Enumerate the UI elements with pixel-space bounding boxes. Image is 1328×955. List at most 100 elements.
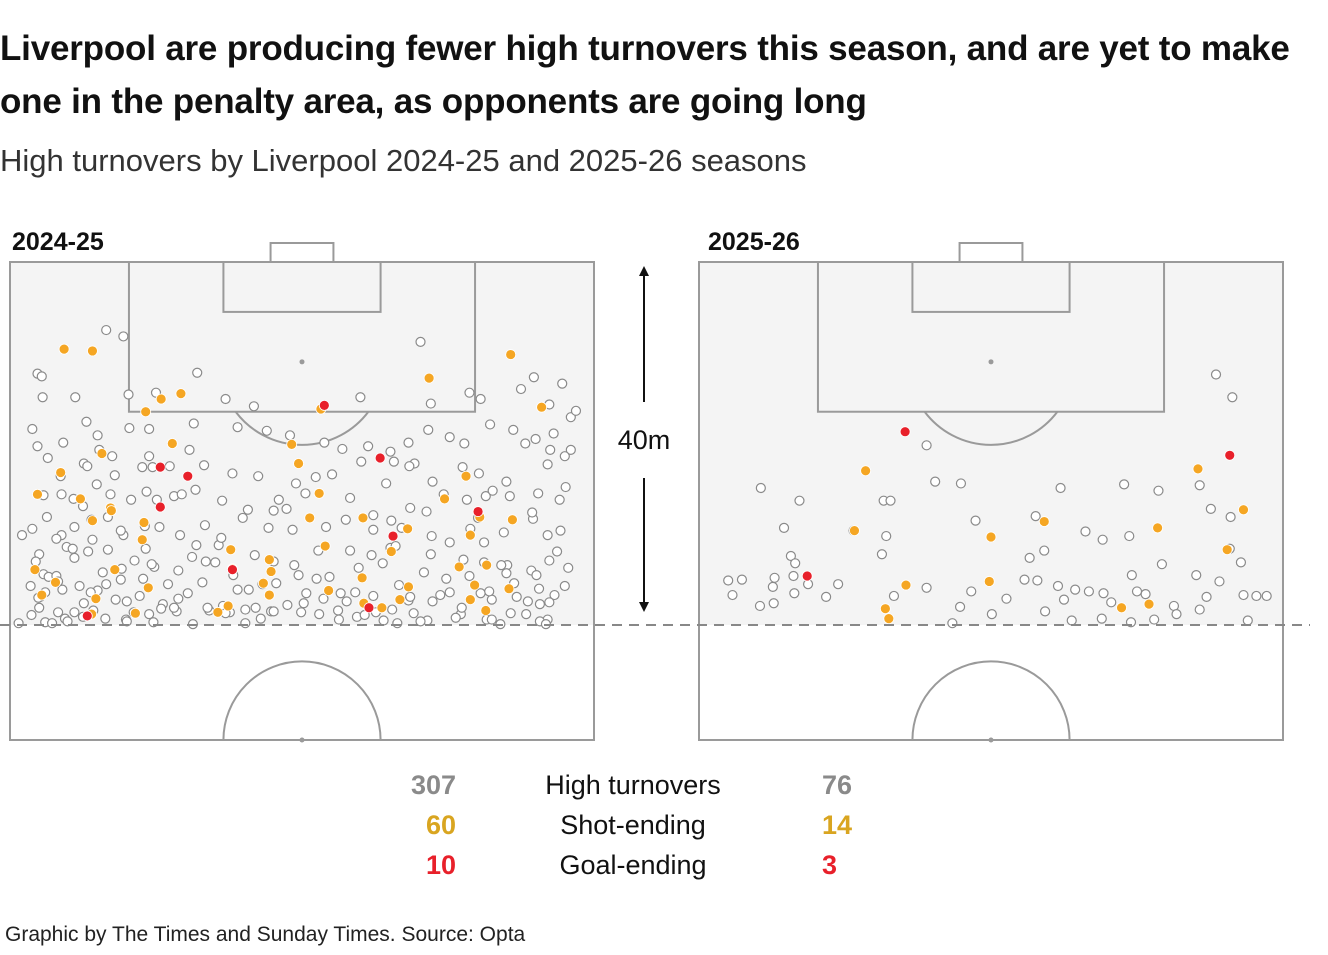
high-turnovers-dot: [156, 603, 167, 614]
high-turnovers-dot: [168, 602, 180, 613]
goal: [958, 242, 1024, 263]
high-turnovers-dot: [426, 530, 437, 542]
high-turnovers-dot: [544, 597, 555, 608]
high-turnovers-dot: [74, 580, 85, 592]
high-turnovers-dot: [559, 580, 570, 592]
high-turnovers-dot: [450, 612, 461, 623]
high-turnovers-dot: [210, 557, 221, 568]
shot-ending-dot: [323, 585, 335, 596]
high-turnovers-dot: [504, 491, 515, 502]
high-turnovers-dot: [335, 588, 346, 599]
high-turnovers-dot: [521, 609, 532, 620]
shot-ending-dot: [75, 493, 86, 505]
high-turnovers-dot: [248, 401, 260, 412]
shot-ending-dot: [503, 583, 515, 595]
high-turnovers-dot: [966, 586, 977, 597]
high-turnovers-dot: [173, 593, 184, 604]
high-turnovers-dot: [69, 552, 80, 563]
high-turnovers-dot: [415, 336, 426, 347]
high-turnovers-dot: [544, 555, 555, 566]
high-turnovers-dot: [173, 565, 184, 576]
high-turnovers-dot: [425, 549, 436, 560]
high-turnovers-dot: [388, 456, 399, 467]
high-turnovers-dot: [253, 471, 264, 482]
high-turnovers-dot: [986, 609, 997, 620]
shot-ending-dot: [983, 576, 995, 587]
high-turnovers-dot: [1097, 534, 1108, 545]
high-turnovers-dot: [1153, 485, 1164, 496]
high-turnovers-dot: [1194, 604, 1205, 615]
high-turnovers-dot: [723, 575, 734, 586]
shot-ending-dot: [505, 349, 517, 360]
high-turnovers-dot: [134, 590, 145, 602]
goal-ending-dot: [899, 426, 911, 438]
season-label-2024-25: 2024-25: [12, 228, 104, 256]
high-turnovers-dot: [1001, 593, 1012, 604]
high-turnovers-dot: [501, 568, 512, 579]
high-turnovers-dot: [67, 543, 78, 554]
high-turnovers-dot: [102, 544, 114, 555]
high-turnovers-dot: [368, 510, 379, 521]
high-turnovers-dot: [888, 590, 900, 602]
high-turnovers-dot: [785, 550, 796, 562]
high-turnovers-dot: [427, 596, 438, 607]
shot-ending-dot: [90, 593, 102, 605]
shot-ending-dot: [50, 576, 61, 588]
high-turnovers-dot: [356, 456, 367, 467]
high-turnovers-dot: [392, 618, 403, 629]
legend-right-value-shot-ending: 14: [822, 810, 853, 840]
high-turnovers-dot: [405, 591, 416, 602]
high-turnovers-dot: [496, 560, 507, 571]
high-turnovers-dot: [191, 540, 202, 551]
goal-ending-dot: [472, 506, 484, 517]
high-turnovers-dot: [542, 530, 553, 541]
shot-ending-dot: [212, 606, 224, 618]
centre-spot: [299, 737, 305, 743]
high-turnovers-dot: [456, 602, 467, 613]
high-turnovers-dot: [444, 537, 455, 548]
high-turnovers-dot: [405, 502, 416, 514]
shot-ending-dot: [263, 589, 275, 601]
high-turnovers-dot: [498, 527, 509, 538]
high-turnovers-dot: [480, 491, 491, 502]
high-turnovers-dot: [69, 521, 80, 533]
high-turnovers-dot: [353, 562, 364, 573]
high-turnovers-dot: [1251, 590, 1262, 602]
high-turnovers-dot: [1194, 480, 1205, 491]
high-turnovers-dot: [188, 418, 199, 429]
legend-left-value-high-turnovers: 307: [410, 770, 456, 800]
legend-left-value-goal-ending: 10: [425, 850, 456, 880]
high-turnovers-dot: [533, 488, 544, 499]
shot-ending-dot: [129, 607, 141, 619]
high-turnovers-dot: [1055, 482, 1066, 494]
high-turnovers-dot: [421, 506, 432, 517]
high-turnovers-dot: [885, 495, 896, 506]
turnover-dots: [723, 369, 1272, 629]
high-turnovers-dot: [240, 618, 251, 629]
high-turnovers-dot: [1124, 530, 1135, 542]
shot-ending-dot: [1192, 463, 1204, 475]
high-turnovers-dot: [475, 393, 486, 405]
high-turnovers-dot: [427, 476, 438, 487]
high-turnovers-dot: [1210, 369, 1222, 380]
high-turnovers-dot: [778, 522, 790, 533]
shot-ending-dot: [225, 544, 237, 556]
penalty-arc: [234, 411, 370, 446]
shot-ending-dot: [423, 372, 435, 384]
high-turnovers-dot: [549, 589, 560, 601]
high-turnovers-dot: [727, 589, 738, 601]
high-turnovers-dot: [184, 444, 195, 455]
high-turnovers-dot: [115, 525, 126, 536]
shot-ending-dot: [480, 605, 492, 616]
shot-ending-dot: [105, 505, 117, 517]
shot-ending-dot: [29, 564, 41, 576]
high-turnovers-dot: [501, 476, 512, 487]
shot-ending-dot: [879, 603, 891, 615]
arrow-down-icon: [639, 602, 649, 612]
shot-ending-dot: [87, 515, 98, 527]
high-turnovers-dot: [1242, 615, 1253, 626]
high-turnovers-dot: [154, 521, 165, 533]
high-turnovers-dot: [441, 573, 452, 584]
high-turnovers-dot: [144, 609, 155, 620]
high-turnovers-dot: [557, 378, 568, 389]
